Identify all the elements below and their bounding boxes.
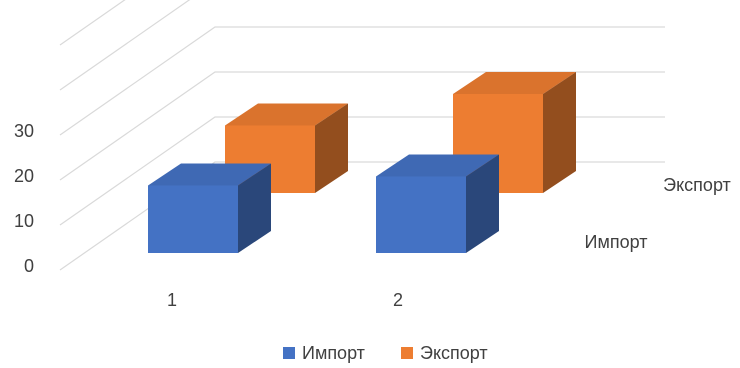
gridline-40	[59, 0, 191, 91]
legend-swatch	[401, 347, 413, 359]
y-tick-label: 0	[24, 256, 34, 276]
bar-Импорт-2	[376, 154, 499, 253]
legend-label: Экспорт	[420, 343, 488, 363]
bar-side-face	[543, 72, 576, 193]
y-tick-label: 30	[14, 121, 34, 141]
legend-item: Экспорт	[401, 343, 488, 363]
legend-item: Импорт	[283, 343, 365, 363]
bar-top-face	[376, 154, 499, 177]
series-axis-labels: Импорт Экспорт	[585, 175, 731, 252]
bar-side-face	[238, 163, 271, 253]
legend-label: Импорт	[302, 343, 365, 363]
bars	[148, 72, 576, 253]
legend-swatch	[283, 347, 295, 359]
bar-top-face	[148, 163, 271, 186]
gridline-50	[59, 0, 126, 46]
series-axis-label: Экспорт	[663, 175, 731, 195]
y-axis-ticks: 0 10 20 30	[14, 121, 34, 276]
bar-front-face	[148, 185, 238, 253]
bar-side-face	[315, 103, 348, 193]
bar-top-face	[225, 103, 348, 126]
series-axis-label: Импорт	[585, 232, 648, 252]
y-tick-label: 10	[14, 211, 34, 231]
bar-top-face	[453, 72, 576, 94]
bar-front-face	[376, 176, 466, 253]
bar-Импорт-1	[148, 163, 271, 253]
gridline-30	[59, 26, 665, 136]
bar-side-face	[466, 154, 499, 253]
legend: Импорт Экспорт	[283, 343, 488, 363]
y-tick-label: 20	[14, 166, 34, 186]
x-category-label: 1	[167, 290, 177, 310]
x-category-label: 2	[393, 290, 403, 310]
